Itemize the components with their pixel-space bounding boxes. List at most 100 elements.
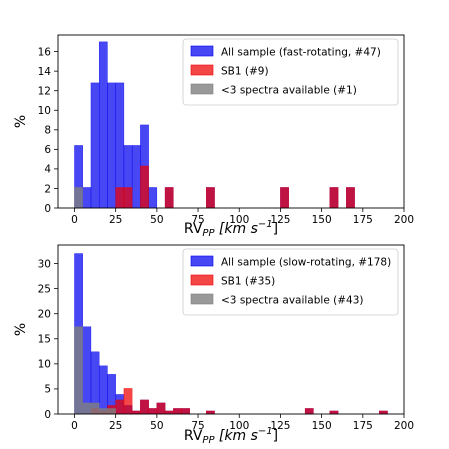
histogram-bar (140, 399, 149, 415)
histogram-bar (280, 187, 289, 209)
x-tick-label: 175 (353, 214, 373, 226)
legend-label: All sample (slow-rotating, #178) (221, 257, 391, 269)
series-2-bars (90, 388, 388, 415)
legend-box (182, 38, 399, 106)
histogram-bar (140, 165, 149, 209)
legend: All sample (slow-rotating, #178) SB1 (#35… (182, 248, 399, 316)
histogram-bar (304, 408, 314, 415)
y-tick-label: 25 (38, 283, 51, 295)
histogram-bar (90, 82, 100, 209)
histogram-bar (74, 187, 83, 209)
legend-swatch (190, 45, 214, 57)
subplot-2: 0 25 50 75 100 125 150 175 200 0 5 10 15 20 25 30% RVPP … (13, 244, 414, 446)
x-tick-label: 150 (312, 214, 332, 226)
y-axis-label: % (13, 323, 29, 336)
y-tick-label: 8 (44, 125, 51, 137)
x-tick-label: 75 (191, 420, 204, 432)
histogram-bar (131, 145, 141, 209)
histogram-bar (107, 82, 116, 209)
histogram-bar (346, 187, 355, 209)
legend-entry: <3 spectra available (#1) (190, 83, 357, 97)
y-tick-label: 4 (44, 164, 51, 176)
histogram-bar (82, 326, 92, 415)
x-tick-label: 175 (353, 420, 373, 432)
x-tick-label: 100 (229, 420, 249, 432)
histogram-bar (82, 187, 92, 209)
histogram-bar (164, 187, 174, 209)
histogram-bar (131, 410, 141, 415)
y-tick-label: 30 (38, 258, 51, 270)
y-tick-label: 0 (44, 409, 51, 421)
legend-swatch (190, 293, 214, 305)
y-tick-label: 15 (38, 334, 51, 346)
histogram-bar (329, 410, 339, 415)
legend-label: SB1 (#9) (221, 66, 269, 78)
axes-frame (57, 34, 405, 209)
histogram-bar (206, 187, 215, 209)
histogram-bar (98, 408, 108, 415)
y-axis-label: % (13, 115, 29, 128)
histogram-bar (74, 326, 83, 415)
y-tick-label: 10 (38, 105, 51, 117)
legend-entry: All sample (slow-rotating, #178) (190, 255, 391, 269)
y-tick-label: 12 (38, 86, 51, 98)
x-axis-label: RVPP [km s−1] (184, 426, 278, 446)
x-tick-label: 200 (394, 214, 414, 226)
y-tick-label: 0 (44, 203, 51, 215)
histogram-bar (329, 187, 339, 209)
subplot-1: 0 25 50 75 100 125 150 175 200 0 2 4 6 8 10 12 14 16% RVPP… (13, 34, 414, 239)
y-tick-label: 16 (38, 46, 52, 58)
x-axis-label: RVPP [km s−1] (184, 219, 278, 239)
x-tick-label: 25 (109, 214, 122, 226)
y-tick-label: 5 (44, 384, 51, 396)
x-tick-label: 100 (229, 214, 249, 226)
legend-entry: All sample (fast-rotating, #47) (190, 45, 381, 59)
legend-label: All sample (fast-rotating, #47) (221, 47, 381, 59)
legend-label: <3 spectra available (#1) (221, 85, 357, 97)
histogram-bar (90, 402, 100, 415)
histogram-bar (156, 402, 166, 415)
histogram-bar (148, 187, 158, 209)
histogram-bar (379, 410, 388, 415)
x-tick-label: 125 (270, 420, 290, 432)
legend-label: <3 spectra available (#43) (221, 295, 363, 307)
x-tick-label: 50 (150, 214, 163, 226)
histogram-bar (148, 408, 158, 415)
histogram-bar (82, 402, 92, 415)
x-tick-label: 200 (394, 420, 414, 432)
x-tick-label: 125 (270, 214, 290, 226)
legend-entry: SB1 (#35) (190, 274, 275, 288)
x-tick-label: 0 (71, 214, 78, 226)
legend: All sample (fast-rotating, #47) SB1 (#9) <… (182, 38, 399, 106)
legend-label: SB1 (#35) (221, 276, 275, 288)
legend-swatch (190, 83, 214, 95)
histogram-bar (206, 410, 215, 415)
x-tick-label: 50 (150, 420, 163, 432)
x-tick-label: 0 (71, 420, 78, 432)
x-tick-label: 25 (109, 420, 122, 432)
histogram-bar (123, 187, 133, 209)
histogram-bar (98, 41, 108, 209)
legend-box (182, 248, 399, 316)
histogram-bar (181, 408, 191, 415)
x-tick-label: 75 (191, 214, 204, 226)
legend-swatch (190, 64, 214, 76)
histogram-bar (164, 410, 174, 415)
series-2-bars (115, 165, 355, 209)
x-tick-label: 150 (312, 420, 332, 432)
y-tick-label: 20 (38, 309, 51, 321)
legend-entry: <3 spectra available (#43) (190, 293, 363, 307)
histogram-bar (98, 365, 108, 415)
histogram-bar (173, 408, 182, 415)
y-tick-label: 2 (44, 183, 51, 195)
legend-swatch (190, 255, 214, 267)
legend-swatch (190, 274, 214, 286)
legend-entry: SB1 (#9) (190, 64, 269, 78)
y-tick-label: 14 (38, 66, 52, 78)
histogram-bar (115, 187, 125, 209)
axes-frame (57, 244, 405, 415)
y-tick-label: 6 (44, 144, 51, 156)
histogram-bar (123, 388, 133, 415)
series-3-bars (74, 187, 83, 209)
